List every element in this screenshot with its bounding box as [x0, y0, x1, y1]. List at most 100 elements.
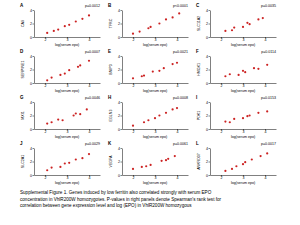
tick: 4 — [206, 9, 210, 13]
panel-letter: C — [196, 3, 200, 8]
x-label: log(serum epo) — [143, 43, 167, 47]
point — [51, 77, 53, 79]
p-value: p=0.0017 — [261, 142, 276, 146]
x-label: log(serum epo) — [231, 89, 255, 93]
tick-mark — [33, 83, 35, 84]
tick-mark — [121, 70, 123, 71]
point — [77, 66, 79, 68]
tick-mark — [209, 10, 211, 11]
x-label: log(serum epo) — [143, 181, 167, 185]
point — [88, 153, 90, 155]
tick: 3 — [67, 129, 69, 134]
point — [132, 33, 134, 35]
tick-mark — [33, 37, 35, 38]
tick-mark — [121, 83, 123, 84]
panel: 234024Cp=0.0035SLC11A2log(serum epo) — [196, 3, 277, 47]
tick-label: 2 — [221, 130, 223, 134]
tick-mark — [209, 24, 211, 25]
tick: 0 — [206, 128, 210, 132]
tick-mark — [33, 162, 35, 163]
x-label: log(serum epo) — [55, 43, 79, 47]
tick: 2 — [221, 83, 223, 88]
tick-label: 2 — [133, 176, 135, 180]
tick-label: 4 — [118, 55, 120, 59]
tick-label: 4 — [177, 176, 179, 180]
tick-label: 4 — [30, 9, 32, 13]
point — [244, 161, 246, 163]
tick-mark — [209, 70, 211, 71]
x-axis: 234 — [123, 37, 189, 42]
point — [75, 20, 77, 22]
point — [46, 79, 48, 81]
tick-mark — [209, 102, 211, 103]
tick-label: 4 — [265, 130, 267, 134]
x-label: log(serum epo) — [231, 43, 255, 47]
plot-area — [46, 108, 88, 124]
tick: 2 — [118, 22, 122, 26]
tick-label: 4 — [118, 9, 120, 13]
y-label: EGLN3 — [109, 110, 113, 122]
tick-label: 4 — [89, 38, 91, 42]
axis-line — [210, 57, 211, 84]
tick-label: 4 — [118, 147, 120, 151]
tick: 0 — [118, 128, 122, 132]
tick: 2 — [221, 175, 223, 180]
tick: 0 — [30, 82, 34, 86]
tick: 4 — [30, 101, 34, 105]
point — [161, 160, 163, 162]
plot-area — [46, 14, 90, 34]
tick-mark — [33, 148, 35, 149]
tick: 0 — [30, 174, 34, 178]
y-label: PDK1 — [197, 111, 201, 120]
tick-mark — [209, 162, 211, 163]
tick: 2 — [45, 129, 47, 134]
x-label: log(serum epo) — [55, 89, 79, 93]
plot-area — [224, 17, 264, 32]
point — [139, 31, 141, 33]
y-label: TFRC — [109, 18, 113, 28]
point — [242, 117, 244, 119]
point — [244, 71, 246, 73]
point — [251, 158, 253, 160]
x-axis: 234 — [35, 37, 101, 42]
panel-letter: K — [108, 141, 112, 146]
tick-label: 0 — [118, 82, 120, 86]
point — [57, 118, 59, 120]
tick-label: 2 — [221, 176, 223, 180]
panel: 234024Jp=0.0029SLC2A1log(serum epo) — [20, 141, 101, 185]
point — [75, 112, 77, 114]
tick-mark — [209, 37, 211, 38]
caption: concentration in VhlR200W homozygotes. P… — [20, 197, 222, 202]
y-axis: 024 — [118, 147, 123, 178]
tick-mark — [121, 56, 123, 57]
point — [158, 114, 160, 116]
point — [59, 166, 61, 168]
x-label: log(serum epo) — [231, 181, 255, 185]
panel-letter: H — [108, 95, 111, 100]
p-value: p=0.0061 — [173, 142, 188, 146]
tick-mark — [121, 129, 123, 130]
point — [158, 22, 160, 24]
point — [257, 112, 259, 114]
tick-label: 2 — [118, 22, 120, 26]
tick: 4 — [206, 147, 210, 151]
tick: 2 — [30, 68, 34, 72]
tick-label: 4 — [89, 84, 91, 88]
tick: 4 — [265, 129, 267, 134]
point — [231, 29, 233, 31]
tick-label: 3 — [155, 38, 157, 42]
point — [266, 110, 268, 112]
point — [81, 157, 83, 159]
point — [145, 165, 147, 167]
x-axis: 234 — [211, 175, 277, 180]
x-axis: 234 — [211, 83, 277, 88]
tick-label: 4 — [265, 176, 267, 180]
tick-mark — [121, 175, 123, 176]
point — [81, 18, 83, 20]
point — [249, 23, 251, 25]
tick-label: 3 — [155, 84, 157, 88]
tick: 2 — [133, 83, 135, 88]
axis-line — [122, 149, 123, 176]
tick: 3 — [67, 83, 69, 88]
point — [79, 113, 81, 115]
